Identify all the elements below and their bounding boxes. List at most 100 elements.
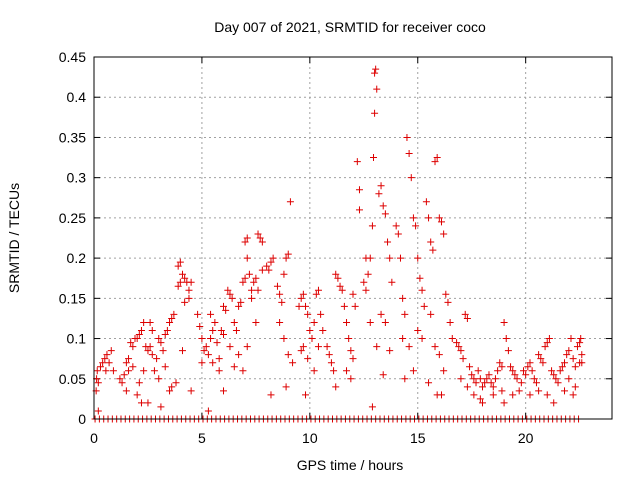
data-point [479, 383, 486, 391]
data-point [168, 314, 176, 322]
data-point [524, 363, 532, 371]
data-point [561, 359, 569, 367]
data-point [485, 371, 493, 379]
data-point [135, 379, 143, 387]
y-tick-label: 0 [78, 411, 86, 427]
data-point [472, 379, 480, 387]
data-point [181, 274, 189, 282]
data-point [386, 347, 394, 355]
data-point [351, 302, 359, 310]
data-point [414, 327, 422, 335]
data-point [133, 391, 141, 399]
data-point [306, 327, 314, 335]
data-point [425, 214, 433, 222]
plot-frame [93, 56, 613, 420]
data-point [442, 290, 450, 298]
data-point [297, 347, 305, 355]
data-point [511, 371, 519, 379]
data-point [379, 202, 387, 210]
data-point [304, 355, 312, 363]
data-point [282, 383, 290, 391]
data-point [498, 363, 506, 371]
y-tick-label: 0.35 [59, 129, 86, 145]
data-point [509, 367, 517, 375]
data-point [470, 375, 478, 383]
data-point [577, 335, 585, 343]
data-point [319, 327, 327, 335]
data-point [481, 379, 489, 387]
data-point [178, 347, 186, 355]
data-point [550, 399, 558, 407]
data-point [399, 294, 407, 302]
data-point [265, 266, 273, 274]
data-point [198, 335, 206, 343]
data-point [366, 318, 374, 326]
data-point [209, 359, 217, 367]
data-point [220, 387, 227, 395]
data-point [230, 363, 238, 371]
data-point [116, 375, 124, 383]
data-point [299, 343, 307, 351]
data-point [360, 278, 368, 286]
data-point [153, 355, 161, 363]
data-point [517, 379, 525, 387]
data-point [103, 351, 111, 359]
data-point [459, 355, 467, 363]
data-point [491, 375, 499, 383]
data-point [144, 347, 152, 355]
data-point [355, 186, 363, 194]
data-point [347, 347, 355, 355]
data-point [166, 318, 174, 326]
data-point [278, 298, 286, 306]
data-point [310, 318, 318, 326]
data-point [323, 343, 331, 351]
x-axis-label: GPS time / hours [297, 457, 404, 473]
data-point [409, 367, 417, 375]
data-point [159, 347, 167, 355]
data-point [489, 383, 497, 391]
data-point [140, 318, 148, 326]
data-point [558, 363, 566, 371]
data-point [161, 363, 169, 371]
data-point [535, 387, 543, 395]
y-tick-label: 0.2 [67, 250, 87, 266]
data-point [543, 339, 551, 347]
data-point [483, 375, 491, 383]
data-point [500, 318, 508, 326]
data-point [394, 230, 402, 238]
data-point [537, 355, 545, 363]
data-point [304, 310, 312, 318]
data-point [565, 347, 573, 355]
data-point [513, 375, 521, 383]
data-point [226, 290, 234, 298]
y-tick-label: 0.1 [67, 331, 87, 347]
data-point [256, 234, 264, 242]
data-point [576, 339, 584, 347]
data-point [567, 335, 575, 343]
data-point [252, 318, 260, 326]
data-point [548, 367, 556, 375]
data-point [532, 379, 540, 387]
data-point [250, 278, 258, 286]
x-axis-ticks: 0 5 10 15 20 [90, 57, 534, 446]
data-point [468, 371, 476, 379]
data-point [509, 391, 517, 399]
data-point [425, 379, 433, 387]
data-point [569, 355, 577, 363]
data-point [299, 290, 307, 298]
data-point [185, 286, 193, 294]
data-point [466, 363, 474, 371]
data-point [416, 274, 424, 282]
data-point [535, 351, 543, 359]
data-point [571, 363, 579, 371]
data-point [222, 306, 230, 314]
data-point [396, 254, 404, 262]
data-point [276, 318, 284, 326]
data-point [461, 310, 469, 318]
data-point [355, 206, 363, 214]
data-point [435, 351, 443, 359]
data-point [401, 310, 409, 318]
data-point [284, 250, 292, 258]
data-point [526, 391, 534, 399]
data-point [314, 286, 322, 294]
